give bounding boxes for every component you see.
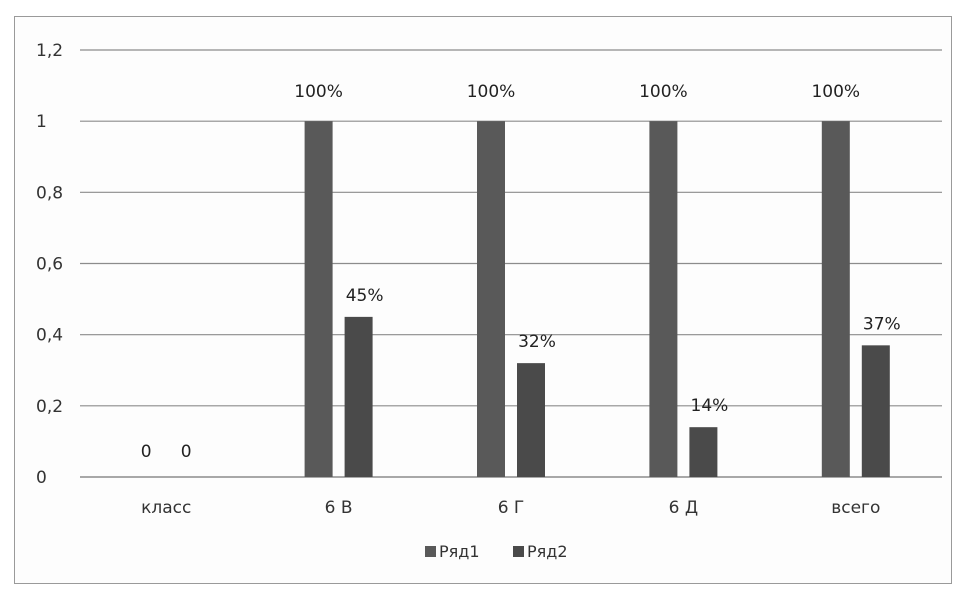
data-label: 100% xyxy=(811,82,860,102)
y-axis-ticks: 0 0,2 0,4 0,6 0,8 1 1,2 xyxy=(36,41,63,488)
bar-1 xyxy=(821,121,850,478)
y-tick-label: 1,2 xyxy=(36,41,63,61)
legend-swatch xyxy=(513,546,524,557)
bars xyxy=(304,121,890,478)
legend-swatch xyxy=(425,546,436,557)
y-tick-label: 0,8 xyxy=(36,183,63,203)
gridlines xyxy=(80,49,942,478)
bar-2 xyxy=(517,363,545,477)
bar-1 xyxy=(304,121,333,478)
x-tick-label: 6 Д xyxy=(669,498,699,518)
bar-2 xyxy=(861,345,890,477)
data-label: 45% xyxy=(346,286,384,306)
y-tick-label: 1 xyxy=(36,112,47,132)
data-label: 32% xyxy=(518,332,556,352)
data-label: 100% xyxy=(639,82,688,102)
bar-1 xyxy=(649,121,678,478)
legend-label: Ряд2 xyxy=(527,542,568,561)
x-tick-label: 6 Г xyxy=(498,498,525,518)
y-tick-label: 0 xyxy=(36,468,47,488)
bar-2 xyxy=(689,427,718,477)
data-label: 100% xyxy=(467,82,516,102)
legend-label: Ряд1 xyxy=(439,542,480,561)
x-tick-label: всего xyxy=(831,498,880,518)
legend: Ряд1 Ряд2 xyxy=(425,542,568,561)
bar-1 xyxy=(477,121,505,478)
data-label: 0 xyxy=(181,442,192,462)
y-tick-label: 0,4 xyxy=(36,326,63,346)
y-tick-label: 0,2 xyxy=(36,397,63,417)
data-label: 14% xyxy=(691,396,729,416)
x-tick-label: класс xyxy=(141,498,191,518)
data-label: 37% xyxy=(863,314,901,334)
x-axis-ticks: класс 6 В 6 Г 6 Д всего xyxy=(141,498,880,518)
data-label: 0 xyxy=(141,442,152,462)
data-label: 100% xyxy=(294,82,343,102)
x-tick-label: 6 В xyxy=(325,498,353,518)
y-tick-label: 0,6 xyxy=(36,255,63,275)
data-labels: 0 0 100% 45% 100% 32% 100% 14% 100% 37% xyxy=(141,82,901,462)
bar-2 xyxy=(344,316,373,477)
